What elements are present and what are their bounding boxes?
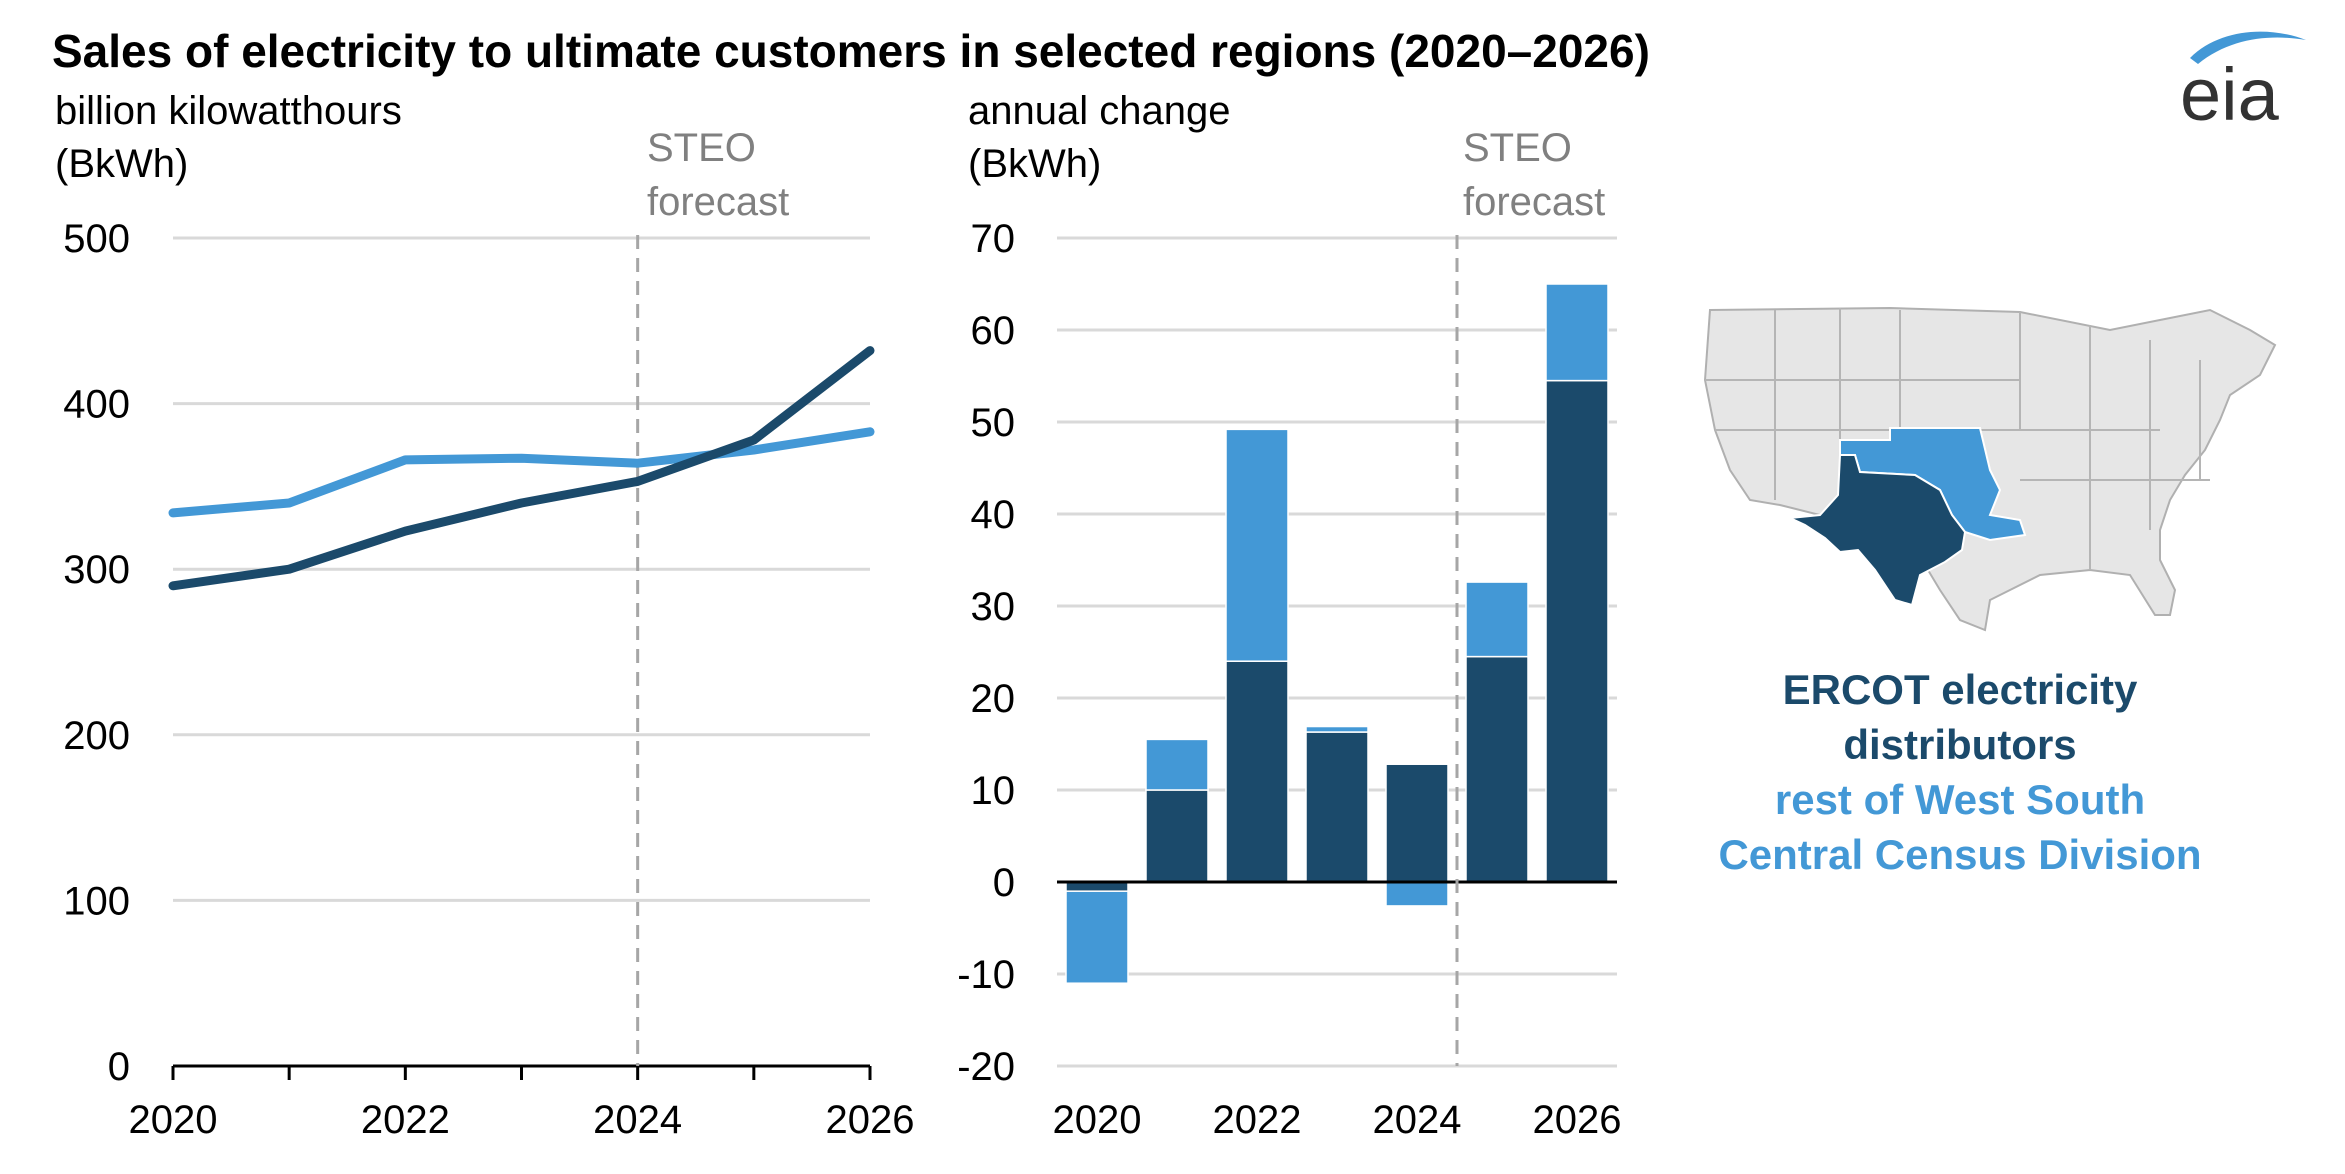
line-chart-y-tick-label: 200 xyxy=(63,714,130,758)
bar-chart-x-tick-label: 2022 xyxy=(1213,1098,1302,1142)
bar-chart-y-tick-label: 70 xyxy=(971,217,1016,261)
eia-logo-swoosh xyxy=(2190,31,2306,64)
bar-chart-x-tick-label: 2024 xyxy=(1373,1098,1462,1142)
bar-2023-rest xyxy=(1305,725,1369,733)
ercot-region xyxy=(1786,454,1967,607)
bar-chart-ylabel-line2: (BkWh) xyxy=(968,142,1101,186)
bar-chart-x-tick-label: 2020 xyxy=(1053,1098,1142,1142)
line-chart-y-tick-label: 400 xyxy=(63,383,130,427)
bar-chart-x-tick-labels: 2020 2022 2024 2026 xyxy=(1053,1098,1622,1142)
line-chart-ylabel-line1: billion kilowatthours xyxy=(55,89,402,133)
line-chart-x-tick-label: 2022 xyxy=(361,1098,450,1142)
line-chart-y-tick-labels: 0 100 200 300 400 500 xyxy=(63,217,130,1089)
bar-chart-bars xyxy=(1065,283,1609,984)
bar-chart-y-tick-label: -20 xyxy=(957,1045,1015,1089)
bar-chart-forecast-label-line2: forecast xyxy=(1463,180,1605,224)
chart-title: Sales of electricity to ultimate custome… xyxy=(52,25,1650,77)
line-chart-forecast-label-line1: STEO xyxy=(647,126,756,170)
line-chart-x-tick-label: 2026 xyxy=(826,1098,915,1142)
bar-chart-y-tick-label: 60 xyxy=(971,309,1016,353)
line-series-rest xyxy=(168,427,875,518)
bar-2023-ercot xyxy=(1305,731,1369,883)
line-chart-y-tick-label: 500 xyxy=(63,217,130,261)
line-chart-forecast-label-line2: forecast xyxy=(647,180,789,224)
bar-chart-forecast-label-line1: STEO xyxy=(1463,126,1572,170)
line-series-ercot xyxy=(168,346,875,591)
legend: ERCOT electricity distributors rest of W… xyxy=(1640,662,2280,882)
bar-chart-gridlines xyxy=(1057,236,1617,1068)
line-chart-y-tick-label: 0 xyxy=(108,1045,130,1089)
bar-chart-ylabel-line1: annual change xyxy=(968,89,1230,133)
bar-chart-y-tick-label: 10 xyxy=(971,769,1016,813)
bar-2026-ercot xyxy=(1545,379,1609,883)
eia-logo-text: eia xyxy=(2180,53,2280,130)
legend-ercot-line2: distributors xyxy=(1843,721,2077,768)
bar-chart-y-tick-labels: -20 -10 0 10 20 30 40 50 60 70 xyxy=(957,217,1015,1089)
bar-chart-panel: annual change (BkWh) STEO forecast -20 -1… xyxy=(957,89,1621,1142)
bar-chart-y-tick-label: 40 xyxy=(971,493,1016,537)
eia-logo: eia xyxy=(2180,31,2306,130)
bar-2025-ercot xyxy=(1465,655,1529,883)
us-map-icon xyxy=(1703,306,2277,632)
bar-chart-y-tick-label: 20 xyxy=(971,677,1016,721)
line-chart-panel: billion kilowatthours (BkWh) STEO foreca… xyxy=(55,89,914,1142)
bar-chart-y-tick-label: -10 xyxy=(957,953,1015,997)
line-chart-series xyxy=(168,346,875,591)
bar-2025-rest xyxy=(1465,581,1529,658)
legend-ercot-line1: ERCOT electricity xyxy=(1782,666,2138,713)
line-chart-y-tick-label: 100 xyxy=(63,879,130,923)
bar-2021-ercot xyxy=(1145,789,1209,883)
legend-rest-line2: Central Census Division xyxy=(1718,831,2202,878)
line-chart-y-tick-label: 300 xyxy=(63,548,130,592)
bar-chart-y-tick-label: 0 xyxy=(993,861,1015,905)
bar-2024-rest xyxy=(1385,881,1449,907)
bar-2021-rest xyxy=(1145,738,1209,791)
bar-2022-ercot xyxy=(1225,660,1289,883)
line-chart-ylabel-line2: (BkWh) xyxy=(55,142,188,186)
line-chart-x-tick-label: 2020 xyxy=(129,1098,218,1142)
line-chart-x-tick-label: 2024 xyxy=(593,1098,682,1142)
line-chart-x-axis: 2020 2022 2024 2026 xyxy=(129,1064,915,1142)
bar-chart-y-tick-label: 50 xyxy=(971,401,1016,445)
legend-rest-line1: rest of West South xyxy=(1774,776,2146,823)
bar-2024-ercot xyxy=(1385,763,1449,883)
bar-2022-rest xyxy=(1225,428,1289,662)
bar-chart-y-tick-label: 30 xyxy=(971,585,1016,629)
bar-2026-rest xyxy=(1545,283,1609,382)
bar-chart-x-tick-label: 2026 xyxy=(1533,1098,1622,1142)
bar-2020-rest xyxy=(1065,890,1129,984)
